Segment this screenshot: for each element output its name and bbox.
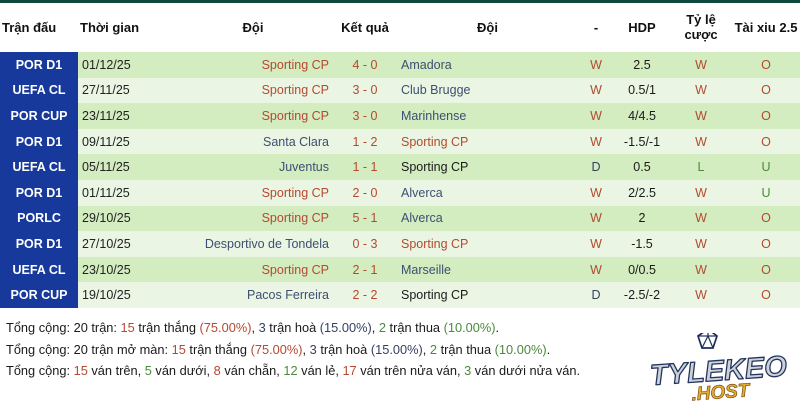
svg-text:.HOST: .HOST [691, 380, 752, 401]
